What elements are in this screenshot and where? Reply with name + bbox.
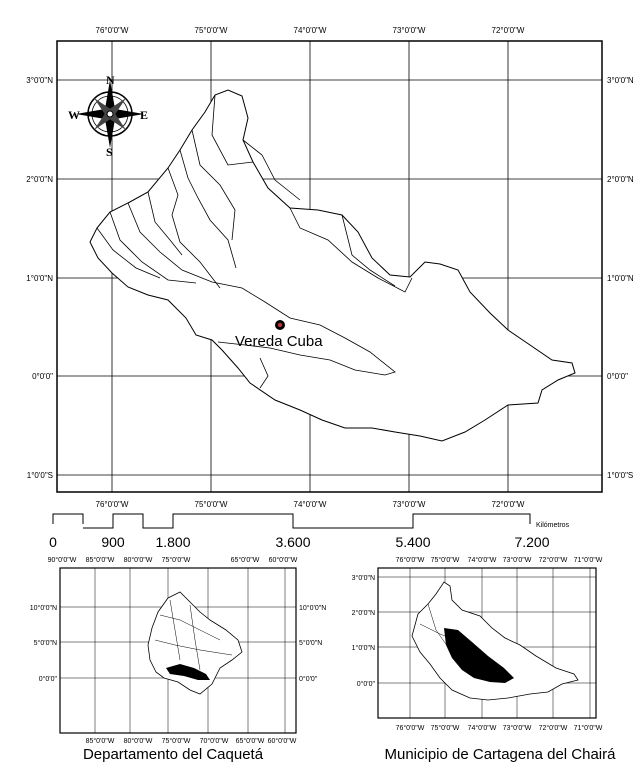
top-lon-label: 75°0'0"W	[195, 26, 228, 35]
inset-left-right-lat: 5°0'0"N	[299, 639, 322, 647]
scale-label: 5.400	[395, 534, 430, 550]
inset-right-top-lon: 75°0'0"W	[431, 556, 460, 564]
inset-right-top-lon: 72°0'0"W	[539, 556, 568, 564]
right-lat-label: 3°0'0"N	[607, 76, 634, 85]
bottom-lon-label: 72°0'0"W	[492, 500, 525, 509]
inset-right-left-lat: 1°0'0"N	[352, 644, 375, 652]
inset-municipality-outline	[411, 581, 579, 701]
inset-left-bottom-lon: 80°0'0"W	[124, 737, 153, 745]
left-lat-label: 1°0'0"S	[27, 471, 53, 480]
inset-right-left-lat: 3°0'0"N	[352, 574, 375, 582]
inset-left-top-lon: 75°0'0"W	[162, 556, 191, 564]
inset-left-top-lon: 90°0'0"W	[48, 556, 77, 564]
place-label: Vereda Cuba	[235, 333, 323, 350]
inset-right-frame	[377, 567, 597, 719]
scale-label: 0	[49, 534, 57, 550]
scale-bar	[52, 513, 531, 529]
inset-left-left-lat: 5°0'0"N	[34, 639, 57, 647]
left-lat-label: 2°0'0"N	[26, 175, 53, 184]
inset-right-top-lon: 71°0'0"W	[574, 556, 603, 564]
inset-right-top-lon: 74°0'0"W	[468, 556, 497, 564]
inset-left-frame	[59, 567, 297, 734]
inset-left-bottom-lon: 70°0'0"W	[200, 737, 229, 745]
inset-right-bottom-lon: 72°0'0"W	[539, 724, 568, 732]
inset-right: 76°0'0"W 75°0'0"W 74°0'0"W 73°0'0"W 72°0…	[352, 556, 616, 763]
inset-left-bottom-lon: 85°0'0"W	[86, 737, 115, 745]
compass-e-label: E	[140, 108, 148, 122]
left-lat-label: 1°0'0"N	[26, 274, 53, 283]
inset-right-top-lon: 73°0'0"W	[503, 556, 532, 564]
scale-label: 3.600	[275, 534, 310, 550]
inset-right-caption: Municipio de Cartagena del Chairá	[385, 746, 617, 763]
vereda-cuba-marker	[275, 320, 285, 330]
inset-left-bottom-lon: 75°0'0"W	[162, 737, 191, 745]
inset-left: 90°0'0"W 85°0'0"W 80°0'0"W 75°0'0"W 65°0…	[30, 556, 327, 763]
compass-rose-icon	[76, 80, 144, 148]
inset-left-top-lon: 60°0'0"W	[269, 556, 298, 564]
bottom-lon-label: 74°0'0"W	[294, 500, 327, 509]
compass-n-label: N	[106, 73, 115, 87]
inset-right-bottom-lon: 71°0'0"W	[574, 724, 603, 732]
inset-right-bottom-lon: 73°0'0"W	[503, 724, 532, 732]
scale-label: 900	[101, 534, 125, 550]
top-lon-label: 76°0'0"W	[96, 26, 129, 35]
inset-right-top-lon: 76°0'0"W	[396, 556, 425, 564]
inset-left-bottom-lon: 60°0'0"W	[268, 737, 297, 745]
main-map: 76°0'0"W 75°0'0"W 74°0'0"W 73°0'0"W 72°0…	[26, 26, 634, 509]
municipality-outline	[89, 89, 576, 442]
left-lat-label: 0°0'0"	[32, 372, 53, 381]
inset-right-bottom-lon: 75°0'0"W	[431, 724, 460, 732]
right-lat-label: 1°0'0"N	[607, 274, 634, 283]
top-lon-label: 74°0'0"W	[294, 26, 327, 35]
left-lat-label: 3°0'0"N	[26, 76, 53, 85]
caqueta-highlight	[166, 664, 210, 680]
top-lon-label: 73°0'0"W	[393, 26, 426, 35]
inset-left-left-lat: 10°0'0"N	[30, 604, 57, 612]
bottom-lon-label: 73°0'0"W	[393, 500, 426, 509]
scale-label: 7.200	[514, 534, 549, 550]
bottom-lon-label: 76°0'0"W	[96, 500, 129, 509]
inset-left-left-lat: 0°0'0"	[39, 675, 58, 683]
inset-right-bottom-lon: 74°0'0"W	[468, 724, 497, 732]
inset-left-bottom-lon: 65°0'0"W	[236, 737, 265, 745]
right-lat-label: 0°0'0"	[607, 372, 628, 381]
inset-right-left-lat: 0°0'0"	[357, 680, 376, 688]
scale-unit: Kilómetros	[536, 522, 570, 529]
inset-right-bottom-lon: 76°0'0"W	[396, 724, 425, 732]
inset-left-top-lon: 80°0'0"W	[124, 556, 153, 564]
right-lat-label: 2°0'0"N	[607, 175, 634, 184]
inset-right-left-lat: 2°0'0"N	[352, 609, 375, 617]
inset-left-caption: Departamento del Caquetá	[83, 746, 264, 763]
compass-w-label: W	[68, 108, 80, 122]
main-map-frame	[56, 40, 603, 493]
inset-left-right-lat: 10°0'0"N	[299, 604, 326, 612]
bottom-lon-label: 75°0'0"W	[195, 500, 228, 509]
inset-left-right-lat: 0°0'0"	[299, 675, 318, 683]
internal-boundaries	[96, 94, 413, 389]
cartagena-highlight	[444, 628, 514, 683]
right-lat-label: 1°0'0"S	[607, 471, 633, 480]
inset-left-top-lon: 85°0'0"W	[86, 556, 115, 564]
scale-label: 1.800	[155, 534, 190, 550]
top-lon-label: 72°0'0"W	[492, 26, 525, 35]
compass-s-label: S	[106, 145, 113, 159]
inset-left-top-lon: 65°0'0"W	[231, 556, 260, 564]
